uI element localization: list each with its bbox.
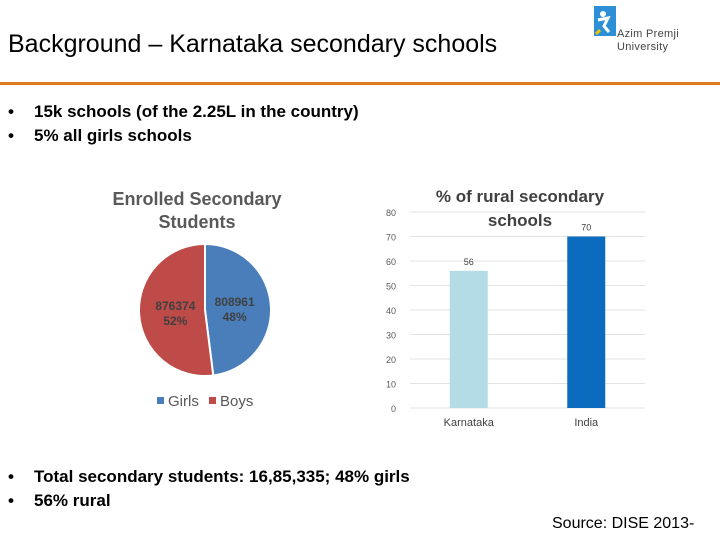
y-tick-label: 60: [386, 257, 396, 267]
legend-swatch-boys: [209, 397, 216, 404]
pie-slice-boys: [138, 242, 215, 377]
bullet-item: • 15k schools (of the 2.25L in the countr…: [0, 100, 359, 124]
x-category-label: Karnataka: [444, 417, 495, 429]
pie-percent-label: 48%: [223, 310, 247, 324]
bottom-bullet-list: • Total secondary students: 16,85,335; 48…: [0, 465, 410, 513]
bullet-item: • Total secondary students: 16,85,335; 48…: [0, 465, 410, 489]
logo-text-line2: University: [617, 41, 669, 53]
bullet-item: • 56% rural: [0, 489, 410, 513]
pie-slice-girls: [204, 242, 272, 377]
title-divider: [0, 82, 720, 85]
logo-text-line1: Azim Premji: [617, 28, 679, 40]
y-tick-label: 70: [386, 233, 396, 243]
y-tick-label: 20: [386, 355, 396, 365]
bullet-dot: •: [8, 467, 14, 486]
bullet-dot: •: [8, 491, 14, 510]
bullet-text: 5% all girls schools: [34, 126, 192, 145]
y-tick-label: 30: [386, 331, 396, 341]
legend-label-boys: Boys: [220, 393, 253, 410]
bullet-text: 56% rural: [34, 491, 111, 510]
pie-chart-title: Enrolled Secondary Students: [112, 189, 282, 232]
slide-title: Background – Karnataka secondary schools: [8, 30, 498, 58]
bullet-text: Total secondary students: 16,85,335; 48%…: [34, 467, 410, 486]
y-tick-label: 10: [386, 380, 396, 390]
y-tick-label: 0: [391, 404, 396, 414]
pie-percent-label: 52%: [163, 314, 187, 328]
bullet-dot: •: [8, 126, 14, 145]
source-note: Source: DISE 2013-: [552, 515, 695, 532]
university-logo: [594, 6, 616, 36]
x-category-label: India: [574, 417, 599, 429]
bar-india: [567, 236, 606, 408]
top-bullet-list: • 15k schools (of the 2.25L in the countr…: [0, 100, 359, 148]
bar-chart-title: % of rural secondary schools: [436, 187, 605, 230]
bar-value-label: 56: [464, 257, 474, 267]
bullet-item: • 5% all girls schools: [0, 124, 359, 148]
logo-text: Azim Premji University: [617, 28, 679, 54]
bar-value-label: 70: [581, 223, 591, 233]
legend-label-girls: Girls: [168, 393, 199, 410]
y-tick-label: 40: [386, 306, 396, 316]
y-tick-label: 50: [386, 282, 396, 292]
pie-value-label: 808961: [215, 295, 255, 309]
bar-chart: % of rural secondary schools 0 10 20 30 40 50 6…: [386, 187, 645, 429]
y-tick-label: 80: [386, 208, 396, 218]
legend-swatch-girls: [157, 397, 164, 404]
bullet-dot: •: [8, 102, 14, 121]
bullet-text: 15k schools (of the 2.25L in the country…: [34, 102, 359, 121]
pie-value-label: 876374: [155, 299, 195, 313]
bar-karnataka: [449, 270, 488, 408]
